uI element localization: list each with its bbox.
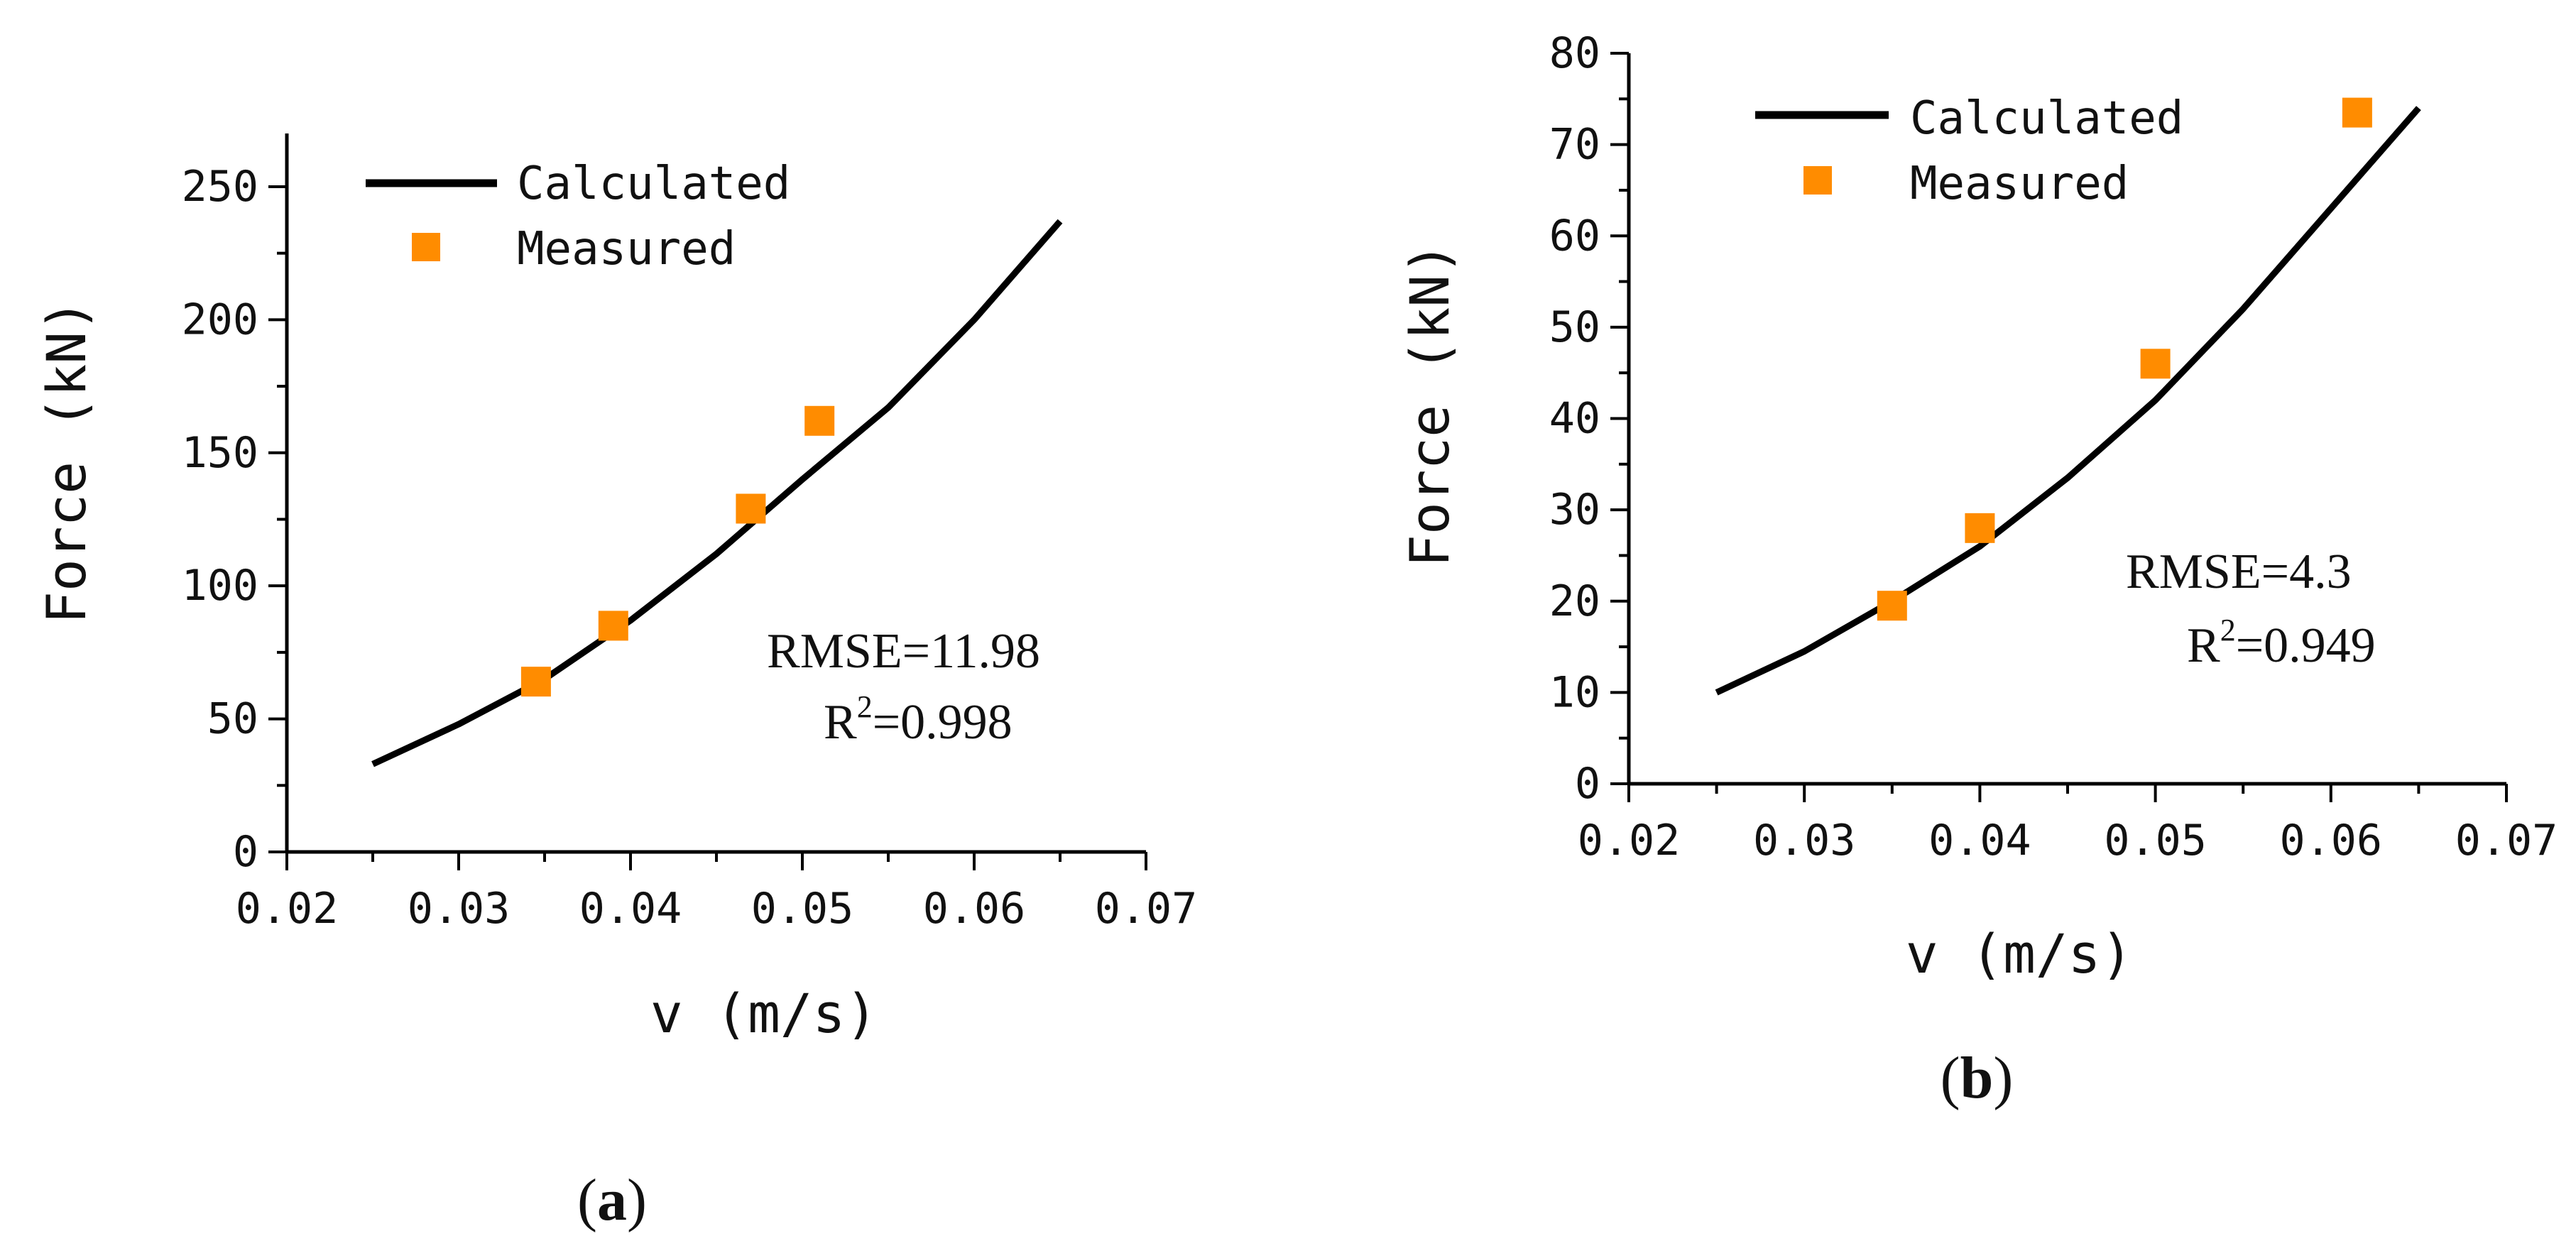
measured-series-b <box>1877 97 2372 621</box>
legend-a: Calculated Measured <box>366 158 790 275</box>
y-tick-label-a: 100 <box>182 561 258 611</box>
y-tick-label-b: 70 <box>1549 120 1600 170</box>
x-tick-label-b: 0.03 <box>1753 816 1856 865</box>
y-tick-label-b: 10 <box>1549 667 1600 717</box>
calculated-series-b <box>1715 106 2421 696</box>
x-tick-label-b: 0.05 <box>2104 816 2207 865</box>
x-tick-label-b: 0.02 <box>1578 816 1681 865</box>
measured-point-a <box>736 493 766 524</box>
measured-point-b <box>2342 97 2372 128</box>
legend-b: Calculated Measured <box>1755 92 2183 210</box>
legend-measured-swatch-b <box>1803 166 1832 195</box>
measured-point-a <box>804 405 835 436</box>
r2-superscript-a: 2 <box>857 689 873 724</box>
ticks-a: 0.02 0.03 0.04 0.05 0.06 0.07 0 50 100 150 200 250 <box>182 162 1198 934</box>
y-tick-label-b: 0 <box>1575 759 1600 809</box>
r2-value-a: =0.998 <box>873 695 1013 750</box>
y-axis-title-b: Force (kN) <box>1398 242 1461 567</box>
r2-annotation-a: R2=0.998 <box>824 689 1013 750</box>
y-tick-label-a: 150 <box>182 428 258 478</box>
x-axis-title-b: v (m/s) <box>1906 922 2133 985</box>
y-tick-label-a: 250 <box>182 162 258 212</box>
measured-point-a <box>520 667 551 697</box>
y-tick-label-b: 40 <box>1549 394 1600 444</box>
measured-point-b <box>1877 591 1907 621</box>
x-tick-label-a: 0.03 <box>408 884 511 934</box>
chart-panel-b: 0.02 0.03 0.04 0.05 0.06 0.07 0 10 20 30 40 50 60 70 8… <box>1398 28 2558 1111</box>
y-tick-label-b: 60 <box>1549 211 1600 261</box>
measured-point-b <box>1965 513 1995 543</box>
x-tick-label-a: 0.04 <box>579 884 682 934</box>
y-axis-title-a: Force (kN) <box>35 299 98 624</box>
r2-superscript-b: 2 <box>2220 613 2236 647</box>
chart-panel-a: 0.02 0.03 0.04 0.05 0.06 0.07050100150200250 … <box>35 133 1197 1233</box>
x-tick-label-b: 0.04 <box>1928 816 2031 865</box>
y-tick-label-b: 80 <box>1549 28 1600 78</box>
rmse-annotation-b: RMSE=4.3 <box>2126 545 2352 599</box>
r2-annotation-b: R2=0.949 <box>2187 613 2376 673</box>
y-tick-label-b: 30 <box>1549 485 1600 535</box>
measured-series-a <box>520 405 835 697</box>
x-axis-title-a: v (m/s) <box>650 982 878 1045</box>
y-tick-label-a: 0 <box>233 827 258 877</box>
legend-calculated-label-b: Calculated <box>1910 92 2183 145</box>
x-tick-label-a: 0.06 <box>923 884 1026 934</box>
ticks-b: 0.02 0.03 0.04 0.05 0.06 0.07 0 10 20 30 40 50 60 70 8… <box>1549 28 2558 865</box>
measured-point-b <box>2140 349 2171 379</box>
panel-label-b: (b) <box>1941 1045 2014 1111</box>
calculated-series-a <box>371 219 1063 767</box>
legend-measured-swatch-a <box>412 233 440 261</box>
legend-measured-label-a: Measured <box>517 223 736 275</box>
x-tick-label-a: 0.05 <box>751 884 854 934</box>
x-tick-label-a: 0.07 <box>1095 884 1198 934</box>
y-tick-label-b: 20 <box>1549 576 1600 626</box>
measured-point-a <box>598 611 628 641</box>
rmse-annotation-a: RMSE=11.98 <box>767 624 1040 679</box>
y-tick-label-a: 200 <box>182 295 258 344</box>
y-tick-label-b: 50 <box>1549 302 1600 352</box>
y-tick-label-a: 50 <box>207 694 258 744</box>
x-tick-label-a: 0.02 <box>236 884 339 934</box>
legend-measured-label-b: Measured <box>1910 158 2129 210</box>
legend-calculated-label-a: Calculated <box>517 158 790 210</box>
x-tick-label-b: 0.06 <box>2280 816 2383 865</box>
r2-prefix-b: R <box>2187 618 2220 673</box>
calculated-line-b <box>1715 106 2421 696</box>
r2-prefix-a: R <box>824 695 857 750</box>
calculated-line-a <box>371 219 1063 767</box>
panel-label-a: (a) <box>577 1167 647 1233</box>
x-tick-label-b: 0.07 <box>2455 816 2558 865</box>
r2-value-b: =0.949 <box>2236 618 2376 673</box>
